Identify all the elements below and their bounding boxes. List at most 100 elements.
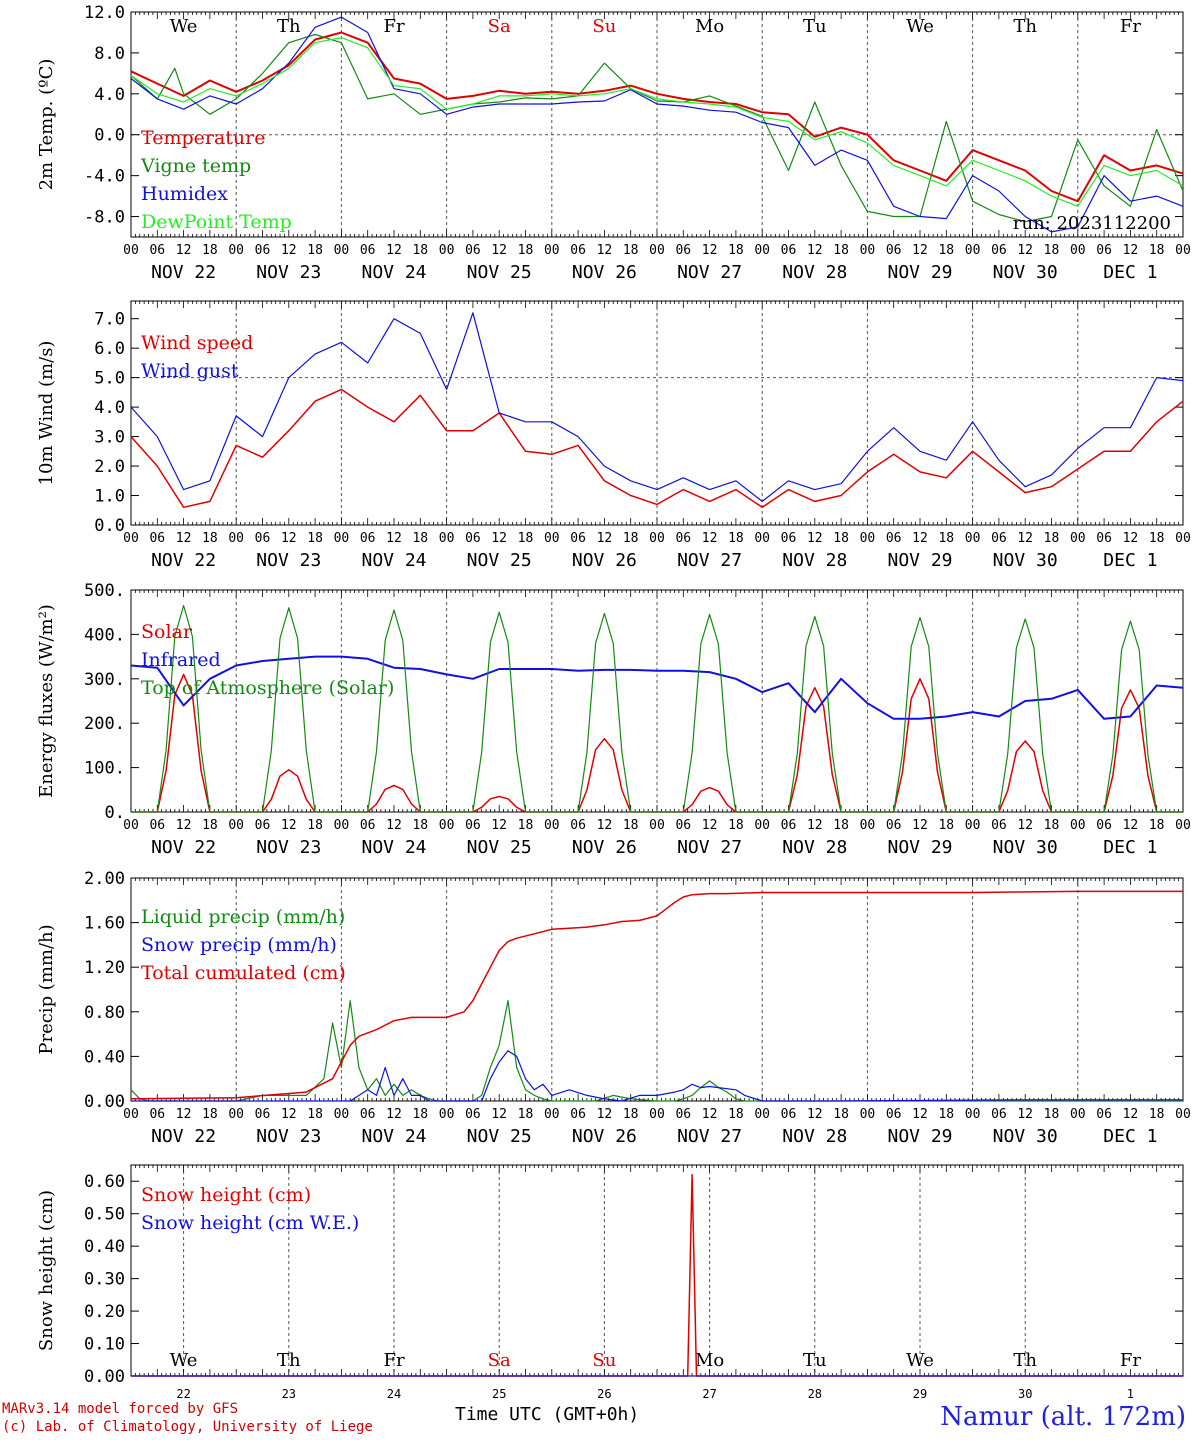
hour-label: 18 xyxy=(412,531,428,546)
date-label: NOV 30 xyxy=(993,550,1058,571)
hour-label: 18 xyxy=(938,1107,954,1122)
y-tick-label: 6.0 xyxy=(94,339,125,359)
hour-label: 12 xyxy=(702,243,718,258)
hour-label: 12 xyxy=(597,531,613,546)
day-number-label: 25 xyxy=(492,1387,506,1401)
hour-label: 00 xyxy=(544,243,560,258)
hour-label: 18 xyxy=(202,818,218,833)
hour-label: 18 xyxy=(1044,531,1060,546)
legend-entry: Snow height (cm) xyxy=(141,1184,311,1206)
hour-label: 00 xyxy=(1070,243,1086,258)
y-tick-label: 400. xyxy=(84,625,125,645)
y-tick-label: 500. xyxy=(84,581,125,601)
hour-label: 18 xyxy=(307,531,323,546)
hour-label: 06 xyxy=(886,531,902,546)
hour-label: 00 xyxy=(649,243,665,258)
y-tick-label: 5.0 xyxy=(94,369,125,389)
hour-label: 12 xyxy=(491,243,507,258)
hour-label: 00 xyxy=(334,243,350,258)
hour-label: 00 xyxy=(860,531,876,546)
hour-label: 12 xyxy=(1123,531,1139,546)
weekday-label: Th xyxy=(277,1350,301,1371)
hour-label: 18 xyxy=(1149,243,1165,258)
hour-label: 18 xyxy=(307,243,323,258)
legend-entry: Temperature xyxy=(141,127,265,149)
hour-label: 12 xyxy=(491,818,507,833)
hour-label: 06 xyxy=(991,243,1007,258)
hour-label: 18 xyxy=(518,818,534,833)
date-label: NOV 28 xyxy=(782,1126,847,1147)
hour-label: 00 xyxy=(334,1107,350,1122)
weekday-label: Sa xyxy=(488,1350,511,1371)
series-line xyxy=(131,604,1183,813)
date-label: NOV 24 xyxy=(361,1126,426,1147)
series-line xyxy=(130,890,1183,1100)
hour-label: 06 xyxy=(1096,1107,1112,1122)
date-label: NOV 24 xyxy=(361,550,426,571)
y-tick-label: 0.40 xyxy=(84,1237,125,1257)
legend-entry: Wind gust xyxy=(141,360,239,382)
hour-label: 06 xyxy=(886,243,902,258)
hour-label: 12 xyxy=(1017,243,1033,258)
y-tick-label: 0.60 xyxy=(84,1172,125,1192)
hour-label: 06 xyxy=(991,818,1007,833)
date-label: NOV 29 xyxy=(887,837,952,858)
legend-entry: Solar xyxy=(141,621,193,643)
hour-label: 06 xyxy=(465,531,481,546)
hour-label: 18 xyxy=(728,243,744,258)
hour-label: 12 xyxy=(702,818,718,833)
hour-label: 06 xyxy=(1096,243,1112,258)
hour-label: 18 xyxy=(412,243,428,258)
hour-label: 18 xyxy=(202,1107,218,1122)
hour-label: 06 xyxy=(149,243,165,258)
weekday-label: Fr xyxy=(383,1350,404,1371)
y-tick-label: 0.0 xyxy=(94,126,125,146)
y-tick-label: 0.10 xyxy=(84,1335,125,1355)
hour-label: 00 xyxy=(965,818,981,833)
hour-label: 06 xyxy=(886,818,902,833)
hour-label: 18 xyxy=(623,243,639,258)
hour-label: 00 xyxy=(123,243,139,258)
hour-label: 12 xyxy=(281,243,297,258)
hour-label: 18 xyxy=(1044,1107,1060,1122)
hour-label: 18 xyxy=(518,243,534,258)
date-label: NOV 25 xyxy=(467,262,532,283)
y-tick-label: 2.0 xyxy=(94,457,125,477)
hour-label: 06 xyxy=(570,531,586,546)
y-axis-label: 10m Wind (m/s) xyxy=(36,341,57,486)
hour-label: 18 xyxy=(1149,1107,1165,1122)
hour-label: 12 xyxy=(1123,818,1139,833)
day-number-label: 26 xyxy=(597,1387,611,1401)
hour-label: 12 xyxy=(1017,531,1033,546)
series-line xyxy=(131,1050,1183,1102)
hour-label: 06 xyxy=(360,243,376,258)
y-tick-label: 3.0 xyxy=(94,428,125,448)
day-number-label: 23 xyxy=(282,1387,296,1401)
date-label: DEC 1 xyxy=(1103,1126,1157,1147)
y-tick-label: 0.40 xyxy=(84,1047,125,1067)
hour-label: 06 xyxy=(781,1107,797,1122)
series-line xyxy=(130,37,1184,207)
y-tick-label: 0. xyxy=(105,803,125,823)
hour-label: 12 xyxy=(281,1107,297,1122)
weekday-label: Fr xyxy=(1120,16,1141,37)
hour-label: 18 xyxy=(1044,243,1060,258)
date-label: NOV 29 xyxy=(887,550,952,571)
hour-label: 06 xyxy=(675,1107,691,1122)
model-credit: MARv3.14 model forced by GFS (c) Lab. of… xyxy=(2,1400,373,1436)
hour-label: 00 xyxy=(965,531,981,546)
plot-frame-temp xyxy=(130,11,1184,238)
hour-label: 18 xyxy=(728,1107,744,1122)
hour-label: 18 xyxy=(412,818,428,833)
hour-label: 18 xyxy=(307,1107,323,1122)
weekday-label: We xyxy=(906,1350,934,1371)
hour-label: 12 xyxy=(386,818,402,833)
weekday-label: Mo xyxy=(695,16,724,37)
hour-label: 12 xyxy=(807,243,823,258)
hour-label: 00 xyxy=(544,531,560,546)
hour-label: 00 xyxy=(754,531,770,546)
date-label: NOV 25 xyxy=(467,1126,532,1147)
date-label: NOV 23 xyxy=(256,1126,321,1147)
hour-label: 12 xyxy=(912,1107,928,1122)
y-axis-label: Precip (mm/h) xyxy=(36,924,57,1054)
